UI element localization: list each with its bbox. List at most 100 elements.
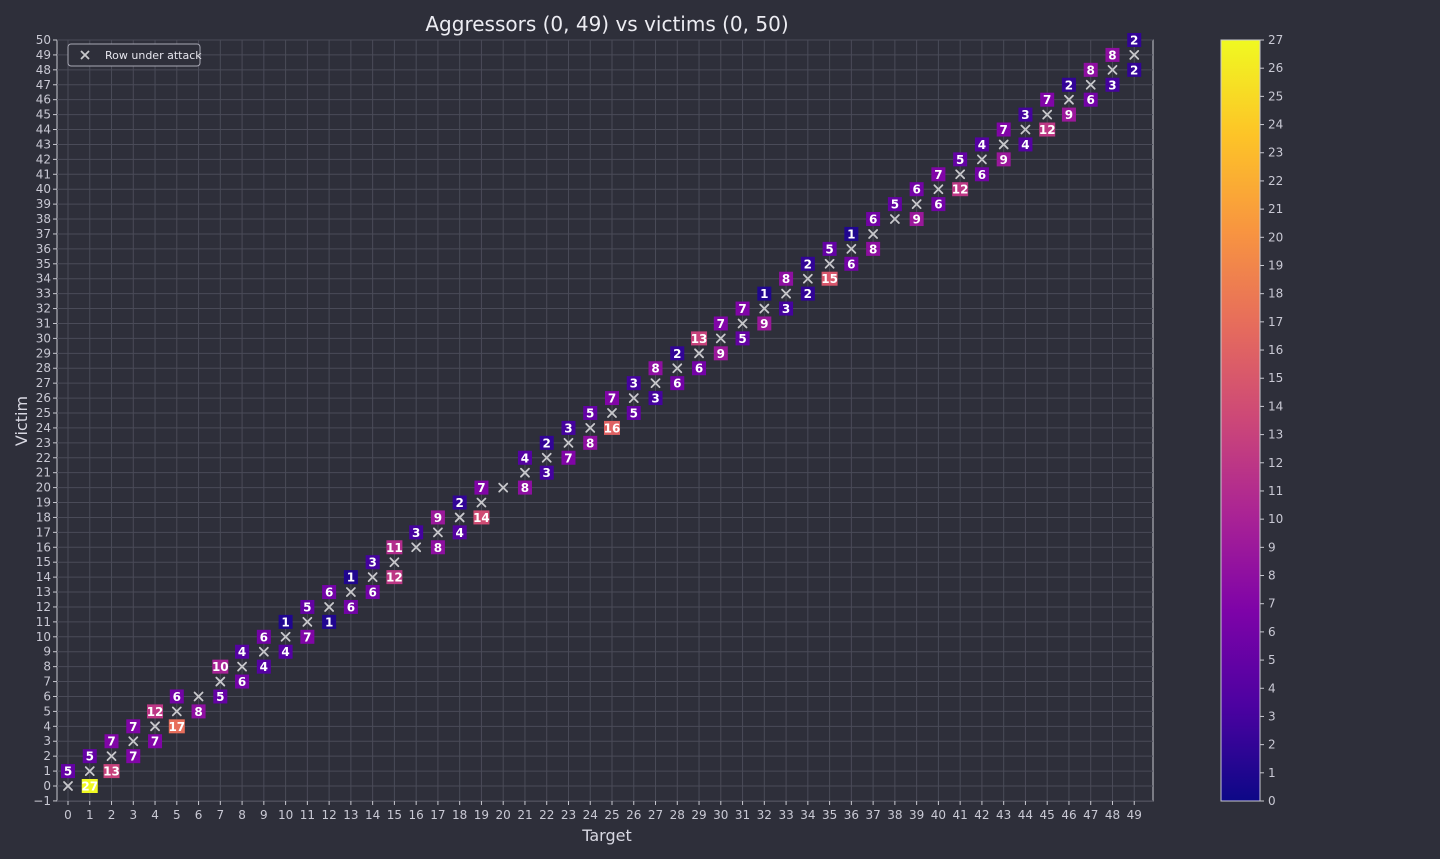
victim-cell [148,734,163,749]
victim-cell [409,525,424,540]
y-tick-label: 39 [36,197,51,211]
y-tick-label: 29 [36,346,51,360]
row-under-attack-marker [607,408,617,418]
victim-cell [300,599,315,614]
victim-count-label: 5 [738,332,746,346]
colorbar-tick-label: 4 [1268,681,1276,695]
x-tick-label: 26 [626,808,641,822]
marker-stroke [389,557,400,568]
marker-stroke [1064,94,1074,105]
victim-cell [735,301,750,316]
row-under-attack-marker [781,288,791,299]
victim-count-label: 6 [260,630,268,644]
x-tick-label: 48 [1105,808,1120,822]
victim-count-label: 2 [1130,34,1138,48]
x-tick-label: 31 [735,808,750,822]
x-tick-label: 13 [343,808,358,822]
x-tick-label: 6 [195,808,203,822]
victim-count-label: 4 [238,645,246,659]
victim-cell [866,212,881,227]
y-tick-label: 10 [36,630,51,644]
x-tick-label: 12 [321,808,336,822]
colorbar-tick-label: 14 [1268,399,1283,413]
victim-cell [386,540,403,555]
row-under-attack-marker [541,452,552,463]
victim-cell [648,361,663,376]
row-under-attack-marker [694,348,704,359]
victim-cell [365,555,380,570]
colorbar-tick-label: 21 [1268,202,1283,216]
row-under-attack-marker [215,676,226,687]
marker-stroke [802,273,813,284]
marker-stroke [433,527,443,538]
x-tick-label: 0 [64,808,72,822]
row-under-attack-marker [324,602,335,612]
victim-cell [821,271,838,286]
y-tick-label: 19 [36,496,51,510]
marker-stroke [694,348,704,359]
row-under-attack-marker [824,258,835,269]
x-tick-label: 18 [452,808,467,822]
victim-count-label: 8 [1108,48,1116,62]
marker-stroke [846,243,857,254]
row-under-attack-marker [63,781,73,791]
row-under-attack-marker [1129,50,1140,60]
victim-cell [213,689,228,704]
colorbar-tick-label: 26 [1268,61,1283,75]
victim-cell [212,659,229,674]
victim-cell [735,331,750,346]
victim-cell [191,704,206,719]
marker-stroke [977,154,987,165]
victim-cell [996,152,1011,167]
y-tick-label: 17 [36,525,51,539]
colorbar-tick-label: 10 [1268,512,1283,526]
y-tick-label: 3 [43,734,51,748]
marker-stroke [715,333,726,344]
victim-count-label: 2 [543,436,551,450]
victim-cell [474,480,489,495]
victim-cell [779,301,794,316]
victim-count-label: 7 [564,451,572,465]
legend-box [67,43,201,67]
y-tick-label: 2 [43,749,51,763]
x-tick-label: 14 [365,808,380,822]
row-under-attack-marker [389,557,400,568]
victim-count-label: 14 [473,511,490,525]
x-tick-label: 42 [974,808,989,822]
victim-count-label: 1 [347,571,355,585]
victim-count-label: 6 [673,377,681,391]
x-tick-label: 3 [129,808,137,822]
row-under-attack-marker [585,423,596,433]
victim-cell [844,256,859,271]
victim-count-label: 6 [912,183,920,197]
victim-count-label: 4 [281,645,289,659]
victim-cell [168,719,185,734]
victim-count-label: 16 [604,421,621,435]
victim-count-label: 3 [630,377,638,391]
victim-count-label: 3 [368,556,376,570]
row-under-attack-marker [998,139,1009,150]
colorbar-tick-label: 2 [1268,738,1276,752]
victim-count-label: 4 [456,526,464,540]
victim-count-label: 6 [934,198,942,212]
row-under-attack-marker [476,497,487,508]
x-tick-label: 33 [778,808,793,822]
colorbar [1220,39,1261,802]
colorbar-tick-label: 16 [1268,343,1283,357]
row-under-attack-marker [258,646,269,657]
victim-count-label: 6 [695,362,703,376]
y-tick-label: 32 [36,302,51,316]
marker-stroke [63,781,73,791]
y-tick-label: 16 [36,540,51,554]
x-tick-label: 29 [691,808,706,822]
victim-cell [430,510,445,525]
victim-count-label: 13 [103,765,120,779]
victim-count-label: 3 [651,392,659,406]
victim-count-label: 6 [347,600,355,614]
victim-count-label: 12 [952,183,969,197]
y-tick-label: 45 [36,108,51,122]
victim-count-label: 5 [586,407,594,421]
y-tick-label: 4 [43,719,51,733]
y-tick-label: 37 [36,227,51,241]
victim-count-label: 6 [978,168,986,182]
